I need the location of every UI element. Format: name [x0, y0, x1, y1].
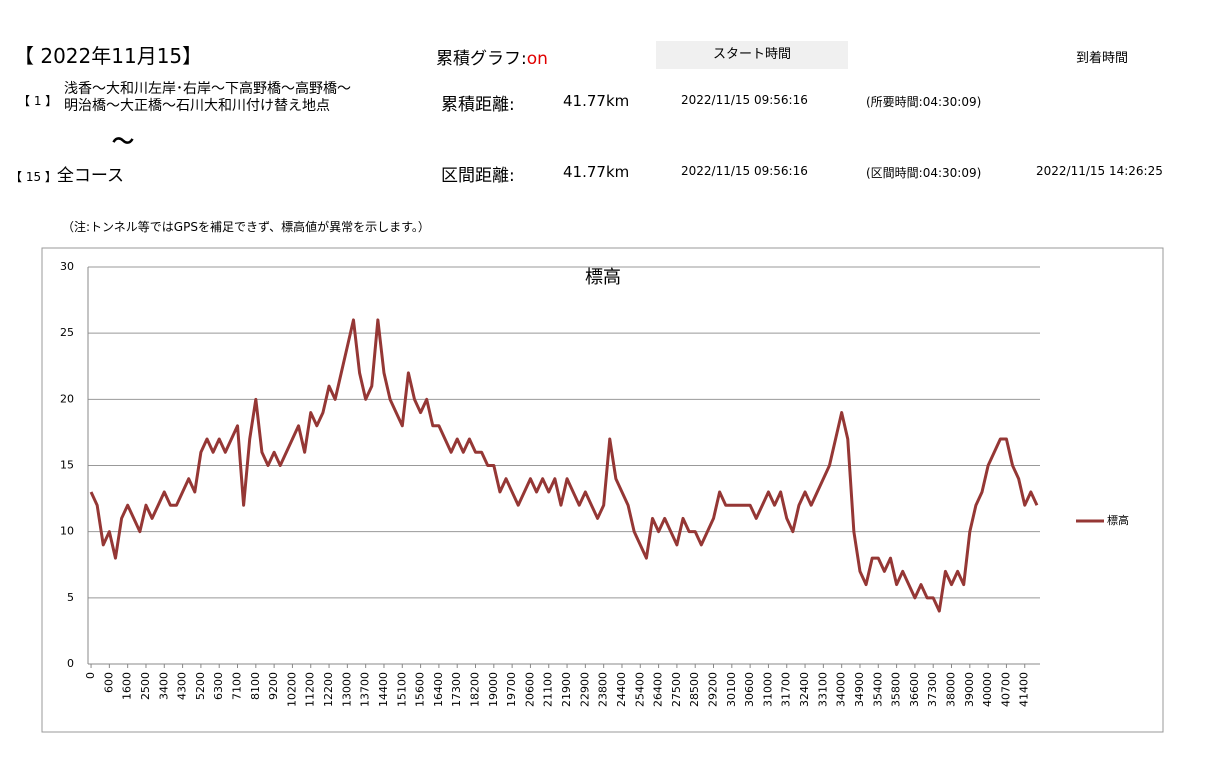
x-tick-label: 38000 [945, 672, 958, 707]
arrival-label: 到着時間 [1076, 51, 1129, 66]
x-tick-label: 7100 [231, 672, 244, 700]
x-tick-label: 31700 [780, 672, 793, 707]
end-time: 2022/11/15 14:26:25 [1036, 164, 1163, 178]
x-tick-label: 19700 [505, 672, 518, 707]
tilde: ～ [112, 130, 135, 155]
duration: (区間時間:04:30:09) [866, 166, 982, 180]
x-tick-label: 12200 [322, 672, 335, 707]
row-label: 累積距離: [441, 95, 515, 115]
x-tick-label: 15100 [395, 672, 408, 707]
graph-label-text: 累積グラフ: [436, 49, 527, 69]
x-tick-label: 1600 [121, 672, 134, 700]
x-tick-label: 25400 [633, 672, 646, 707]
y-tick-label: 30 [60, 260, 74, 273]
x-tick-label: 35800 [890, 672, 903, 707]
x-tick-label: 21900 [560, 672, 573, 707]
distance: 41.77km [563, 92, 630, 110]
x-tick-label: 23800 [597, 672, 610, 707]
x-tick-label: 30600 [743, 672, 756, 707]
from-name: 浅香～大和川左岸･右岸～下高野橋～高野橋～ 明治橋～大正橋～石川大和川付け替え地点 [64, 81, 351, 115]
x-tick-label: 37300 [926, 672, 939, 707]
x-tick-label: 16400 [432, 672, 445, 707]
x-tick-label: 13000 [340, 672, 353, 707]
x-tick-label: 34900 [853, 672, 866, 707]
x-tick-label: 4300 [176, 672, 189, 700]
y-tick-label: 25 [60, 326, 74, 339]
x-tick-label: 33100 [816, 672, 829, 707]
x-tick-label: 19000 [487, 672, 500, 707]
series-line [89, 318, 1039, 613]
chart-title: 標高 [585, 267, 621, 288]
to-name-text: 全コース [56, 166, 125, 186]
start-button[interactable]: スタート時間 [656, 41, 848, 69]
x-tick-label: 27500 [670, 672, 683, 707]
x-tick-label: 21100 [542, 672, 555, 707]
x-tick-label: 5200 [194, 672, 207, 700]
graph-label: 累積グラフ:on [436, 44, 548, 69]
x-tick-label: 9200 [267, 672, 280, 700]
graph-state[interactable]: on [526, 49, 548, 69]
y-tick-label: 5 [67, 591, 74, 604]
x-tick-label: 17300 [450, 672, 463, 707]
x-tick-label: 40000 [981, 672, 994, 707]
x-tick-label: 18200 [469, 672, 482, 707]
row-label: 区間距離: [441, 166, 515, 186]
x-tick-label: 39000 [963, 672, 976, 707]
x-tick-label: 10200 [285, 672, 298, 707]
note: （注:トンネル等ではGPSを補足できず、標高値が異常を示します。） [62, 220, 430, 234]
x-tick-label: 6300 [212, 672, 225, 700]
from-index: 【 1 】 [18, 94, 58, 108]
x-tick-label: 26400 [652, 672, 665, 707]
x-tick-label: 3400 [157, 672, 170, 700]
y-tick-label: 15 [60, 459, 74, 472]
x-tick-label: 35400 [871, 672, 884, 707]
x-tick-label: 36600 [908, 672, 921, 707]
y-tick-label: 0 [67, 657, 74, 670]
x-tick-label: 13700 [359, 672, 372, 707]
to-index: 【 15 】 [10, 170, 57, 184]
from-line: 浅香～大和川左岸･右岸～下高野橋～高野橋～ [64, 81, 351, 97]
chart-frame [41, 247, 1164, 733]
start-time: 2022/11/15 09:56:16 [681, 93, 808, 107]
x-tick-label: 2500 [139, 672, 152, 700]
x-tick-label: 32400 [798, 672, 811, 707]
duration: (所要時間:04:30:09) [866, 95, 982, 109]
x-tick-label: 11200 [304, 672, 317, 707]
x-tick-label: 0 [84, 672, 97, 679]
from-line: 明治橋～大正橋～石川大和川付け替え地点 [64, 98, 330, 114]
y-tick-label: 20 [60, 392, 74, 405]
x-tick-label: 40700 [999, 672, 1012, 707]
x-tick-label: 31000 [761, 672, 774, 707]
x-tick-label: 30100 [725, 672, 738, 707]
x-tick-label: 20600 [523, 672, 536, 707]
distance: 41.77km [563, 163, 630, 181]
legend-label: 標高 [1107, 513, 1129, 527]
x-tick-label: 600 [102, 672, 115, 693]
x-tick-label: 22900 [578, 672, 591, 707]
x-tick-label: 34000 [835, 672, 848, 707]
y-tick-label: 10 [60, 525, 74, 538]
x-tick-label: 29200 [707, 672, 720, 707]
x-tick-label: 28500 [688, 672, 701, 707]
x-tick-label: 8100 [249, 672, 262, 700]
x-tick-label: 15600 [414, 672, 427, 707]
start-time: 2022/11/15 09:56:16 [681, 164, 808, 178]
x-tick-label: 24400 [615, 672, 628, 707]
x-tick-label: 14400 [377, 672, 390, 707]
to-name: 【 15 】全コース [10, 161, 124, 186]
date: 【 2022年11月15】 [14, 44, 203, 68]
x-tick-label: 41400 [1018, 672, 1031, 707]
